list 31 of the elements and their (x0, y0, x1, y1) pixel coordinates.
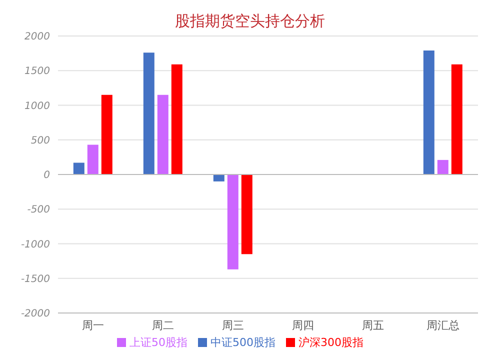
y-tick-label: -500 (27, 204, 50, 216)
bar (73, 162, 84, 174)
y-tick-label: 1500 (24, 66, 50, 78)
legend-label: 上证50股指 (130, 336, 188, 349)
bar (143, 52, 154, 174)
y-tick-label: 2000 (24, 32, 50, 43)
y-tick-label: -1000 (20, 239, 50, 250)
bar (423, 50, 434, 174)
bar (241, 174, 252, 254)
y-tick-label: -2000 (20, 308, 50, 320)
bar (227, 174, 238, 270)
bar (101, 94, 112, 174)
legend-label: 沪深300股指 (298, 336, 364, 349)
bar (171, 64, 182, 174)
legend-label: 中证500股指 (210, 336, 276, 349)
y-tick-label: -1500 (20, 274, 50, 285)
x-tick-label: 周五 (362, 318, 384, 332)
x-tick-label: 周一 (82, 318, 104, 332)
bar (437, 160, 448, 174)
bar (213, 174, 224, 182)
x-tick-label: 周三 (222, 318, 244, 332)
chart-title: 股指期货空头持仓分析 (175, 12, 325, 30)
bar (87, 144, 98, 174)
y-tick-label: 1000 (24, 100, 50, 112)
bar (451, 64, 462, 174)
x-tick-label: 周二 (152, 318, 174, 332)
y-tick-label: 500 (30, 135, 50, 146)
x-tick-label: 周汇总 (426, 318, 460, 332)
y-tick-label: 0 (44, 170, 50, 182)
bar (157, 94, 168, 174)
x-tick-label: 周四 (292, 318, 314, 332)
